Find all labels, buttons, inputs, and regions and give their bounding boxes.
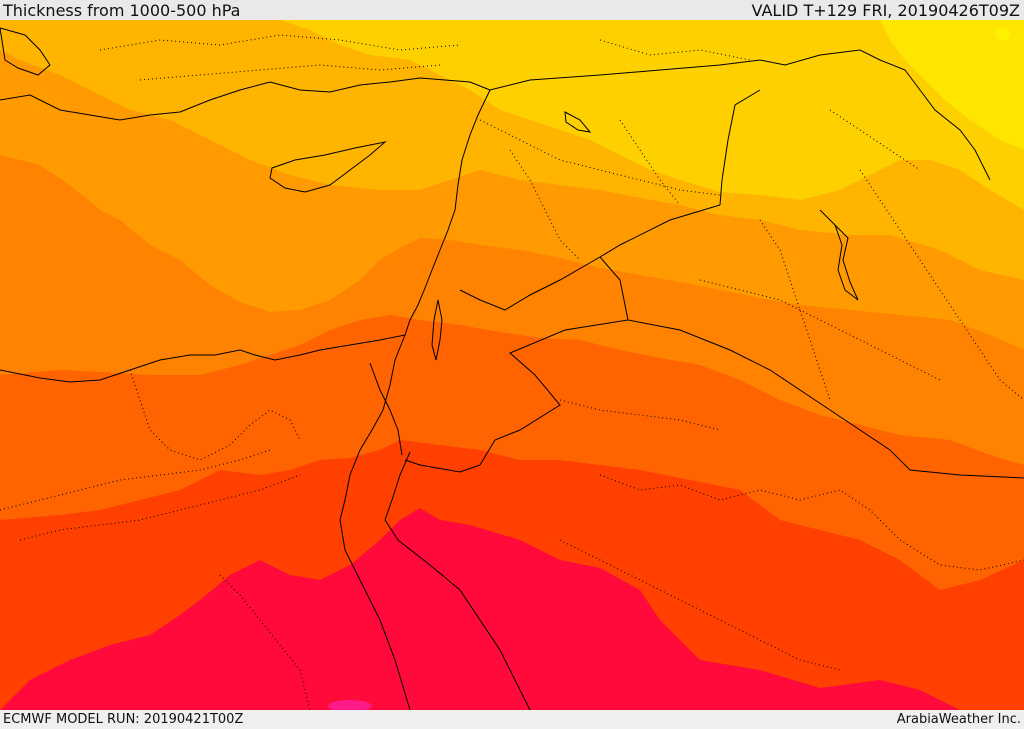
model-run: ECMWF MODEL RUN: 20190421T00Z: [3, 712, 244, 727]
country-borders: [369, 49, 1024, 479]
valid-time: VALID T+129 FRI, 20190426T09Z: [751, 1, 1020, 20]
band-1-area: [880, 20, 1024, 150]
thickness-map: [0, 20, 1024, 710]
map-canvas: [0, 20, 1024, 710]
map-title: Thickness from 1000-500 hPa: [3, 1, 241, 20]
band-1-patch: [996, 28, 1010, 40]
admin-boundaries: [0, 34, 1024, 710]
credit-label: ArabiaWeather Inc.: [896, 712, 1021, 727]
band-2-area: [280, 20, 1024, 210]
footer-bar: ECMWF MODEL RUN: 20190421T00Z ArabiaWeat…: [0, 710, 1024, 729]
header-bar: Thickness from 1000-500 hPa VALID T+129 …: [0, 0, 1024, 20]
coastlines: [0, 27, 859, 710]
band-9-patch: [328, 700, 372, 710]
